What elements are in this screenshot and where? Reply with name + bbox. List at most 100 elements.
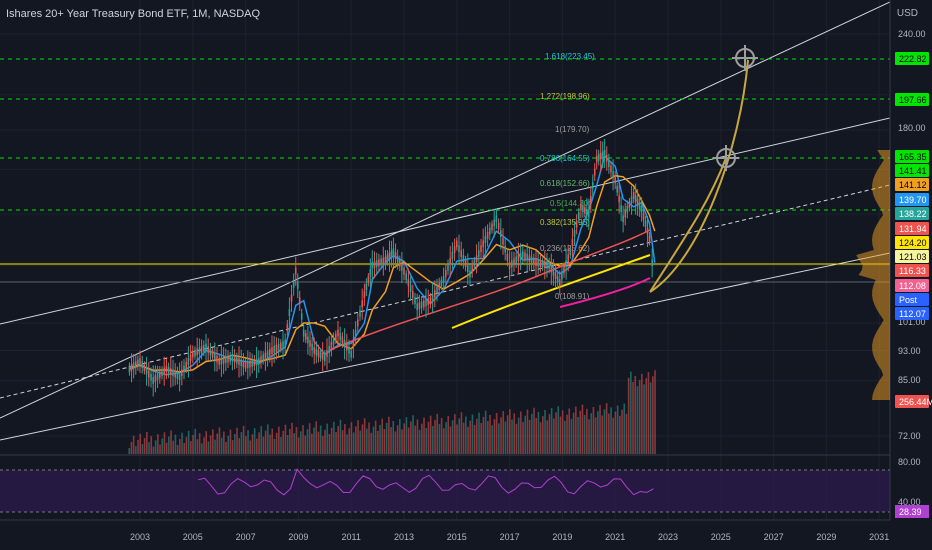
price-candle-body bbox=[412, 291, 414, 298]
ma-magenta-line bbox=[559, 277, 651, 308]
volume-bar bbox=[414, 425, 417, 454]
volume-bar bbox=[575, 406, 577, 454]
price-candle-body bbox=[388, 252, 391, 260]
volume-bar bbox=[335, 432, 337, 454]
price-candle-body bbox=[244, 361, 247, 369]
price-candle-body bbox=[575, 220, 578, 228]
price-candle-body bbox=[266, 350, 269, 358]
price-candle-body bbox=[484, 236, 487, 243]
price-candle-body bbox=[185, 361, 187, 369]
price-candle-body bbox=[407, 279, 410, 286]
volume-bar bbox=[476, 418, 478, 454]
volume-bar bbox=[462, 422, 465, 454]
volume-bar bbox=[456, 424, 458, 454]
volume-bar bbox=[390, 427, 392, 454]
time-axis[interactable]: 2003 2005 2007 2009 2011 2013 2015 2017 2019 2021… bbox=[130, 532, 889, 542]
price-candle-body bbox=[373, 261, 376, 268]
volume-bar bbox=[418, 429, 421, 454]
fib-label: 1.618(223.45) bbox=[545, 52, 595, 61]
volume-bar bbox=[139, 433, 142, 454]
volume-bar bbox=[469, 420, 472, 454]
volume-bar bbox=[484, 410, 487, 454]
price-marker-label: Post bbox=[899, 295, 918, 305]
volume-bar bbox=[643, 384, 645, 454]
price-candle-body bbox=[434, 290, 436, 297]
volume-bar bbox=[570, 418, 573, 454]
volume-bar bbox=[216, 433, 219, 454]
volume-bar bbox=[495, 413, 498, 454]
x-tick-label: 2013 bbox=[394, 532, 414, 542]
price-candle-body bbox=[181, 369, 183, 377]
price-axis[interactable]: 240.00 180.00 101.00 93.00 85.00 72.00 222.82 1… bbox=[856, 0, 932, 550]
volume-bar bbox=[159, 444, 161, 454]
volume-bar bbox=[350, 422, 353, 454]
price-candle-body bbox=[552, 268, 555, 276]
price-candle-body bbox=[359, 309, 361, 317]
price-candle-body bbox=[220, 357, 223, 365]
price-marker bbox=[895, 250, 929, 263]
price-marker-label: 139.70 bbox=[899, 195, 927, 205]
price-candle-body bbox=[170, 368, 172, 375]
volume-bar bbox=[269, 434, 271, 454]
volume-bar bbox=[297, 437, 300, 454]
volume-bar bbox=[172, 440, 175, 454]
price-candle-body bbox=[386, 254, 389, 262]
price-candle-body bbox=[486, 231, 489, 239]
volume-bar bbox=[150, 436, 153, 454]
volume-bar bbox=[526, 409, 529, 454]
volume-bar bbox=[515, 423, 518, 454]
volume-bar bbox=[396, 425, 399, 454]
ma-yellow-line bbox=[451, 254, 651, 329]
price-candle-body bbox=[440, 279, 443, 287]
fib-label: 0.236(125.62) bbox=[540, 244, 590, 253]
volume-bar bbox=[267, 424, 269, 454]
price-candle-body bbox=[508, 262, 511, 269]
volume-bar bbox=[632, 382, 634, 454]
volume-bar bbox=[143, 438, 146, 454]
price-candle-body bbox=[141, 361, 143, 368]
volume-bar bbox=[412, 415, 414, 454]
rsi-tick-label: 40.00 bbox=[898, 497, 921, 507]
fib-label: 0.618(152.66) bbox=[540, 179, 590, 188]
price-candle-body bbox=[436, 286, 438, 294]
price-marker-label: 197.66 bbox=[899, 95, 927, 105]
price-candle-body bbox=[273, 346, 275, 353]
x-tick-label: 2025 bbox=[711, 532, 731, 542]
volume-bar bbox=[192, 435, 194, 454]
price-candle-body bbox=[632, 192, 635, 199]
price-candle-body bbox=[214, 353, 216, 360]
volume-bar bbox=[317, 431, 320, 454]
volume-bar bbox=[429, 415, 432, 454]
volume-bar bbox=[339, 419, 342, 454]
volume-bar bbox=[148, 442, 150, 454]
price-candle-body bbox=[504, 245, 506, 253]
volume-bar bbox=[357, 420, 359, 454]
price-candle-body bbox=[462, 255, 465, 262]
price-candle-body bbox=[332, 337, 335, 345]
volume-bar bbox=[438, 424, 441, 454]
price-tick-label: 180.00 bbox=[898, 123, 926, 133]
volume-bar bbox=[641, 373, 643, 454]
price-candle-body bbox=[346, 343, 348, 351]
price-candle-body bbox=[533, 257, 535, 265]
price-candle-body bbox=[350, 350, 352, 358]
volume-bar bbox=[467, 426, 469, 454]
volume-bar bbox=[207, 441, 210, 454]
price-candle-body bbox=[493, 219, 495, 227]
volume-bar bbox=[432, 426, 434, 454]
price-marker bbox=[895, 207, 929, 220]
volume-bar bbox=[368, 422, 370, 454]
price-candle-body bbox=[593, 168, 596, 176]
price-candle-body bbox=[292, 281, 295, 288]
price-candle-body bbox=[282, 341, 284, 348]
volume-bar bbox=[201, 443, 203, 454]
volume-bar bbox=[322, 435, 324, 454]
price-candle-body bbox=[154, 375, 157, 382]
price-candle-body bbox=[642, 213, 645, 220]
price-candle-body bbox=[294, 267, 297, 275]
price-candle-body bbox=[192, 350, 194, 358]
price-candle-body bbox=[152, 377, 154, 384]
price-candle-body bbox=[284, 340, 286, 347]
channel-lower-line bbox=[0, 252, 891, 441]
volume-bar bbox=[324, 429, 326, 454]
